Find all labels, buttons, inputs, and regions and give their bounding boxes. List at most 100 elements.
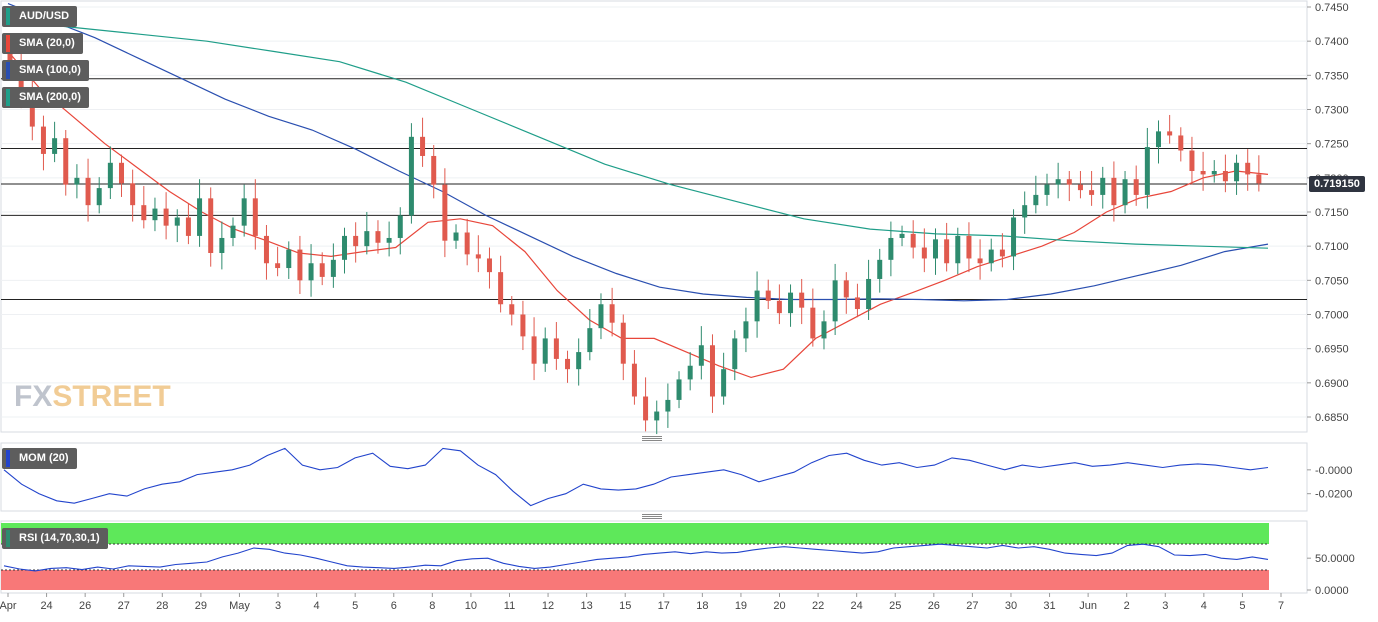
fxstreet-logo: FXSTREET <box>14 380 171 414</box>
x-tick-label: 17 <box>658 600 670 612</box>
candle-body <box>1100 177 1106 195</box>
candle-body <box>163 208 169 226</box>
panel-resize-handle-2[interactable] <box>642 514 662 520</box>
mom-line <box>3 447 1269 507</box>
candle-body <box>910 233 916 248</box>
x-tick-label: 4 <box>314 600 320 612</box>
y-tick-label: 0.7250 <box>1315 139 1349 151</box>
rsi-tick-label: 0.0000 <box>1315 585 1349 597</box>
legend-mom-label: MOM (20) <box>19 452 69 464</box>
y-tick-label: 0.6900 <box>1315 378 1349 390</box>
candle-body <box>843 280 849 298</box>
sma-lines <box>7 3 1269 379</box>
candle-body <box>587 328 593 353</box>
candle-body <box>921 247 927 259</box>
candle-body <box>565 358 571 370</box>
mom-series <box>3 447 1269 507</box>
candle-body <box>308 263 314 281</box>
y-tick-label: 0.7300 <box>1315 105 1349 117</box>
candle-body <box>74 177 80 185</box>
legend-sma200[interactable]: SMA (200,0) <box>2 87 89 108</box>
candle-body <box>932 239 938 259</box>
candle-body <box>1122 179 1128 206</box>
y-tick-label: 0.7150 <box>1315 207 1349 219</box>
candle-body <box>698 345 704 366</box>
candle-body <box>888 237 894 260</box>
candle-body <box>297 249 303 281</box>
legend-sma200-label: SMA (200,0) <box>19 91 81 103</box>
legend-symbol[interactable]: AUD/USD <box>2 6 78 27</box>
candle-body <box>475 254 481 259</box>
candle-body <box>732 338 738 370</box>
candle-body <box>665 399 671 412</box>
sma100-line <box>7 3 1269 302</box>
candle-body <box>676 379 682 400</box>
candle-body <box>531 336 537 364</box>
candle-body <box>330 259 336 277</box>
candle-body <box>999 249 1005 257</box>
candle-body <box>197 198 203 236</box>
candle-body <box>509 304 515 315</box>
panel-resize-handle-1[interactable] <box>642 436 662 442</box>
candle-body <box>141 205 147 221</box>
candle-body <box>988 249 994 264</box>
candle-body <box>1089 190 1095 195</box>
x-tick-label: 15 <box>619 600 631 612</box>
candle-body <box>119 162 125 184</box>
candle-body <box>955 235 961 264</box>
candle-body <box>431 155 437 185</box>
candle-body <box>832 280 838 322</box>
x-tick-label: 8 <box>429 600 435 612</box>
candle-body <box>709 345 715 397</box>
candle-body <box>275 263 281 269</box>
x-tick-label: 27 <box>966 600 978 612</box>
candle-body <box>185 217 191 236</box>
legend-sma20[interactable]: SMA (20,0) <box>2 33 83 54</box>
candle-body <box>866 278 872 310</box>
rsi-tick-label: 50.0000 <box>1315 553 1355 565</box>
horizontal-levels <box>1 78 1307 300</box>
x-tick-label: 6 <box>391 600 397 612</box>
candle-body <box>721 369 727 397</box>
y-tick-label: 0.7100 <box>1315 241 1349 253</box>
mom-tick-label: -0.0000 <box>1315 465 1352 477</box>
candle-body <box>1245 162 1251 175</box>
candle-body <box>63 138 69 185</box>
x-tick-label: Jun <box>1079 600 1097 612</box>
candle-body <box>375 231 381 243</box>
y-tick-label: 0.7350 <box>1315 70 1349 82</box>
candle-body <box>453 232 459 241</box>
candle-body <box>1133 179 1139 195</box>
legend-sma200-swatch <box>6 89 10 106</box>
legend-sma100[interactable]: SMA (100,0) <box>2 60 89 81</box>
candle-body <box>408 136 414 216</box>
candle-body <box>230 225 236 238</box>
x-tick-label: 22 <box>812 600 824 612</box>
legend-rsi[interactable]: RSI (14,70,30,1) <box>2 528 108 549</box>
candle-body <box>620 322 626 364</box>
candle-body <box>643 396 649 421</box>
candle-body <box>576 352 582 370</box>
candle-body <box>1234 162 1240 182</box>
legend-mom-swatch <box>6 450 10 467</box>
candle-body <box>442 184 448 241</box>
candle-body <box>29 97 35 127</box>
y-tick-label: 0.7050 <box>1315 275 1349 287</box>
x-tick-label: 25 <box>889 600 901 612</box>
indicator-y-axes: -0.0000 -0.0200 50.0000 0.0000 <box>1307 465 1355 597</box>
candle-body <box>1167 131 1173 136</box>
rsi-series <box>3 543 1269 572</box>
candle-body <box>1200 171 1206 175</box>
legend-mom[interactable]: MOM (20) <box>2 448 77 469</box>
candle-body <box>342 235 348 260</box>
logo-fx: FX <box>14 380 53 413</box>
x-tick-label: 29 <box>195 600 207 612</box>
candle-body <box>810 307 816 339</box>
candle-body <box>799 292 805 308</box>
y-tick-label: 0.6850 <box>1315 412 1349 424</box>
x-tick-label: 31 <box>1043 600 1055 612</box>
legend-sma100-label: SMA (100,0) <box>19 64 81 76</box>
candle-body <box>788 292 794 314</box>
y-tick-label: 0.6950 <box>1315 344 1349 356</box>
